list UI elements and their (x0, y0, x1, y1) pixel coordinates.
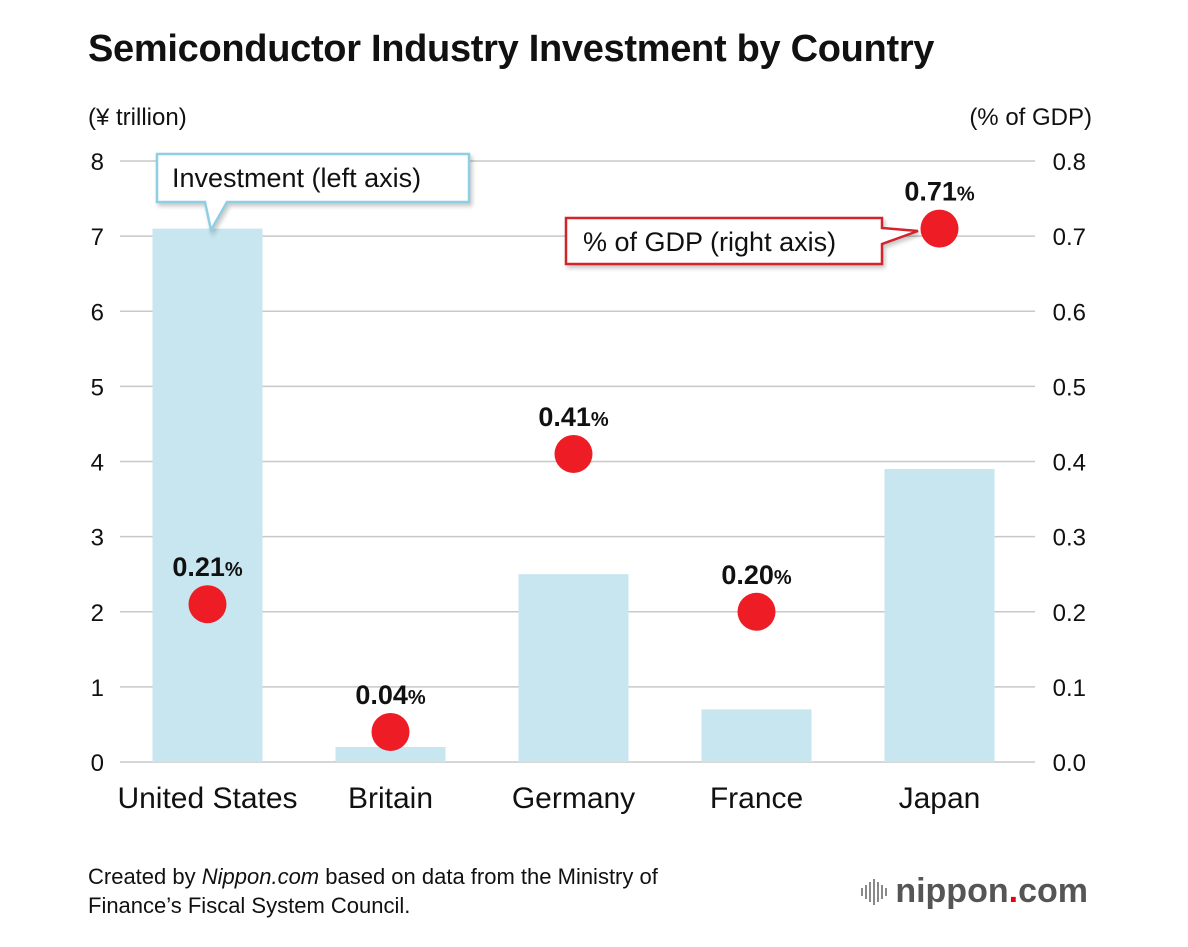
gdp-share-value: 0.04 (355, 680, 408, 710)
gdp-share-unit: % (408, 687, 426, 709)
source-note-suffix: based on data from the Ministry of Finan… (88, 864, 658, 918)
left-tick-label: 4 (91, 450, 104, 477)
investment-bar (884, 469, 995, 762)
investment-callout-box (155, 152, 471, 234)
category-label: United States (117, 782, 297, 815)
nippon-logo: nippon.com (861, 872, 1088, 911)
right-tick-label: 0.1 (1053, 675, 1086, 702)
right-tick-label: 0.7 (1053, 224, 1086, 251)
gdp-share-label: 0.71% (904, 177, 975, 207)
investment-bar (152, 228, 263, 763)
investment-bar (518, 574, 629, 762)
category-labels: United States Britain Germany France Japan (117, 782, 980, 815)
logo-bars-icon (861, 878, 888, 905)
gdp-callout-text: % of GDP (right axis) (583, 227, 836, 257)
right-tick-label: 0.2 (1053, 600, 1086, 627)
gdp-share-dot (371, 712, 410, 751)
investment-bars (152, 228, 995, 763)
gdp-share-unit: % (774, 567, 792, 589)
right-tick-label: 0.6 (1053, 299, 1086, 326)
left-tick-label: 8 (91, 149, 104, 176)
left-axis-unit-label: (¥ trillion) (88, 104, 187, 131)
gdp-share-dot (737, 592, 776, 631)
gdp-share-label: 0.04% (355, 680, 426, 710)
gdp-share-label: 0.21% (172, 552, 243, 582)
left-tick-label: 7 (91, 224, 104, 251)
gdp-share-dot (920, 209, 959, 248)
category-label: Germany (512, 782, 635, 815)
gdp-share-dot (554, 434, 593, 473)
gdp-share-value: 0.41 (538, 402, 591, 432)
source-note-publisher: Nippon.com (201, 864, 320, 889)
left-tick-label: 3 (91, 525, 104, 552)
category-label: France (710, 782, 803, 815)
investment-bar (701, 709, 812, 762)
left-tick-label: 6 (91, 299, 104, 326)
right-tick-label: 0.5 (1053, 374, 1086, 401)
left-tick-label: 1 (91, 675, 104, 702)
right-tick-label: 0.8 (1053, 149, 1086, 176)
category-label: Japan (899, 782, 981, 815)
source-note: Created by Nippon.com based on data from… (88, 862, 788, 920)
right-axis-unit-label: (% of GDP) (969, 104, 1092, 131)
axis-ticks: 0 0.0 1 0.1 2 0.2 3 0.3 4 0.4 5 0.5 6 0.6 7 0.7 8 0.8 (91, 149, 1086, 777)
gdp-callout-box (564, 216, 919, 266)
source-note-prefix: Created by (88, 864, 202, 889)
right-tick-label: 0.4 (1053, 450, 1086, 477)
category-label: Britain (348, 782, 433, 815)
gdp-share-value: 0.21 (172, 552, 225, 582)
gdp-share-unit: % (591, 409, 609, 431)
legend-callouts: Investment (left axis) % of GDP (right ax… (155, 152, 919, 266)
investment-callout-text: Investment (left axis) (172, 163, 421, 193)
right-tick-label: 0.3 (1053, 525, 1086, 552)
chart-title: Semiconductor Industry Investment by Cou… (88, 28, 935, 70)
gdp-share-value: 0.20 (721, 560, 774, 590)
gdp-share-dots: 0.21%0.04%0.41%0.20%0.71% (172, 177, 975, 751)
gdp-share-dot (188, 585, 227, 624)
left-tick-label: 5 (91, 374, 104, 401)
left-tick-label: 2 (91, 600, 104, 627)
gdp-share-label: 0.20% (721, 560, 792, 590)
logo-text: nippon.com (895, 872, 1088, 910)
gdp-share-unit: % (957, 184, 975, 206)
right-tick-label: 0.0 (1053, 750, 1086, 777)
investment-bar (335, 746, 446, 762)
gdp-share-value: 0.71 (904, 177, 957, 207)
left-tick-label: 0 (91, 750, 104, 777)
gdp-share-unit: % (225, 559, 243, 581)
gdp-share-label: 0.41% (538, 402, 609, 432)
